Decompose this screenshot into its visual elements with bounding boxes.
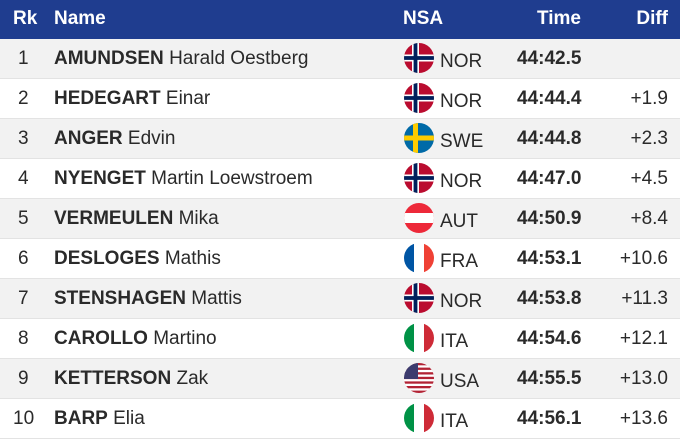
athlete-name[interactable]: DESLOGES Mathis xyxy=(54,248,221,270)
athlete-name[interactable]: VERMEULEN Mika xyxy=(54,208,219,230)
nsa-code: FRA xyxy=(440,251,478,272)
time-cell: 44:47.0 xyxy=(517,168,582,189)
rank-cell: 8 xyxy=(18,328,29,349)
rank-cell: 10 xyxy=(13,408,35,429)
nsa-code: NOR xyxy=(440,291,483,312)
nsa-code: AUT xyxy=(440,211,478,232)
athlete-name[interactable]: BARP Elia xyxy=(54,408,145,430)
header-time[interactable]: Time xyxy=(537,8,582,29)
nsa-code: NOR xyxy=(440,51,483,72)
athlete-name[interactable]: AMUNDSEN Harald Oestberg xyxy=(54,48,308,70)
athlete-name[interactable]: CAROLLO Martino xyxy=(54,328,217,350)
first-name: Einar xyxy=(165,88,211,109)
table-row[interactable]: 8 CAROLLO Martino ITA 44:54.6 +12.1 xyxy=(0,319,680,359)
first-name: Mika xyxy=(178,208,219,229)
last-name: CAROLLO xyxy=(54,328,148,349)
time-cell: 44:54.6 xyxy=(517,328,582,349)
athlete-name[interactable]: NYENGET Martin Loewstroem xyxy=(54,168,313,190)
diff-cell: +13.0 xyxy=(619,368,668,389)
last-name: VERMEULEN xyxy=(54,208,174,229)
nsa-code: NOR xyxy=(440,91,483,112)
table-row[interactable]: 3 ANGER Edvin SWE 44:44.8 +2.3 xyxy=(0,119,680,159)
first-name: Martino xyxy=(153,328,217,349)
header-diff[interactable]: Diff xyxy=(636,8,668,29)
rank-cell: 2 xyxy=(18,88,29,109)
first-name: Edvin xyxy=(127,128,176,149)
table-header: Rk Name NSA Time Diff xyxy=(0,0,680,39)
athlete-name[interactable]: STENSHAGEN Mattis xyxy=(54,288,242,310)
diff-cell: +2.3 xyxy=(630,128,668,149)
nsa-code: ITA xyxy=(440,411,469,432)
table-row[interactable]: 9 KETTERSON Zak USA 44:55.5 +13.0 xyxy=(0,359,680,399)
athlete-name[interactable]: HEDEGART Einar xyxy=(54,88,210,110)
table-row[interactable]: 1 AMUNDSEN Harald Oestberg NOR 44:42.5 xyxy=(0,39,680,79)
first-name: Martin Loewstroem xyxy=(151,168,313,189)
last-name: AMUNDSEN xyxy=(54,48,164,69)
table-row[interactable]: 4 NYENGET Martin Loewstroem NOR 44:47.0 … xyxy=(0,159,680,199)
last-name: KETTERSON xyxy=(54,368,172,389)
nsa-code: SWE xyxy=(440,131,484,152)
nsa-code: NOR xyxy=(440,171,483,192)
last-name: STENSHAGEN xyxy=(54,288,186,309)
table-row[interactable]: 6 DESLOGES Mathis FRA 44:53.1 +10.6 xyxy=(0,239,680,279)
austria-flag-icon xyxy=(404,203,434,233)
table-row[interactable]: 5 VERMEULEN Mika AUT 44:50.9 +8.4 xyxy=(0,199,680,239)
rank-cell: 9 xyxy=(18,368,29,389)
rank-cell: 7 xyxy=(18,288,29,309)
first-name: Mathis xyxy=(164,248,221,269)
table-row[interactable]: 7 STENSHAGEN Mattis NOR 44:53.8 +11.3 xyxy=(0,279,680,319)
table-row[interactable]: 2 HEDEGART Einar NOR 44:44.4 +1.9 xyxy=(0,79,680,119)
rank-cell: 1 xyxy=(18,48,29,69)
last-name: ANGER xyxy=(54,128,123,149)
time-cell: 44:56.1 xyxy=(517,408,582,429)
header-nsa[interactable]: NSA xyxy=(403,8,444,29)
last-name: HEDEGART xyxy=(54,88,161,109)
rank-cell: 4 xyxy=(18,168,29,189)
table-body: 1 AMUNDSEN Harald Oestberg NOR 44:42.5 2… xyxy=(0,39,680,439)
first-name: Harald Oestberg xyxy=(169,48,309,69)
diff-cell: +1.9 xyxy=(630,88,668,109)
rank-cell: 5 xyxy=(18,208,29,229)
diff-cell: +4.5 xyxy=(630,168,668,189)
diff-cell: +13.6 xyxy=(619,408,668,429)
usa-flag-icon xyxy=(404,363,434,393)
first-name: Mattis xyxy=(191,288,242,309)
athlete-name[interactable]: KETTERSON Zak xyxy=(54,368,208,390)
diff-cell: +8.4 xyxy=(630,208,668,229)
time-cell: 44:44.4 xyxy=(517,88,582,109)
norway-flag-icon xyxy=(404,43,434,73)
diff-cell: +11.3 xyxy=(621,288,668,309)
time-cell: 44:55.5 xyxy=(517,368,582,389)
table-row[interactable]: 10 BARP Elia ITA 44:56.1 +13.6 xyxy=(0,399,680,439)
time-cell: 44:42.5 xyxy=(517,48,582,69)
first-name: Zak xyxy=(176,368,209,389)
time-cell: 44:53.8 xyxy=(517,288,582,309)
athlete-name[interactable]: ANGER Edvin xyxy=(54,128,175,150)
time-cell: 44:50.9 xyxy=(517,208,582,229)
first-name: Elia xyxy=(113,408,145,429)
diff-cell: +12.1 xyxy=(619,328,668,349)
diff-cell: +10.6 xyxy=(619,248,668,269)
rank-cell: 6 xyxy=(18,248,29,269)
france-flag-icon xyxy=(404,243,434,273)
last-name: DESLOGES xyxy=(54,248,160,269)
norway-flag-icon xyxy=(404,163,434,193)
nsa-code: ITA xyxy=(440,331,469,352)
last-name: NYENGET xyxy=(54,168,146,189)
sweden-flag-icon xyxy=(404,123,434,153)
norway-flag-icon xyxy=(404,283,434,313)
nsa-code: USA xyxy=(440,371,480,392)
time-cell: 44:53.1 xyxy=(517,248,582,269)
header-rank[interactable]: Rk xyxy=(13,8,38,29)
rank-cell: 3 xyxy=(18,128,29,149)
header-name[interactable]: Name xyxy=(54,8,106,29)
norway-flag-icon xyxy=(404,83,434,113)
italy-flag-icon xyxy=(404,323,434,353)
time-cell: 44:44.8 xyxy=(517,128,582,149)
last-name: BARP xyxy=(54,408,108,429)
italy-flag-icon xyxy=(404,403,434,433)
